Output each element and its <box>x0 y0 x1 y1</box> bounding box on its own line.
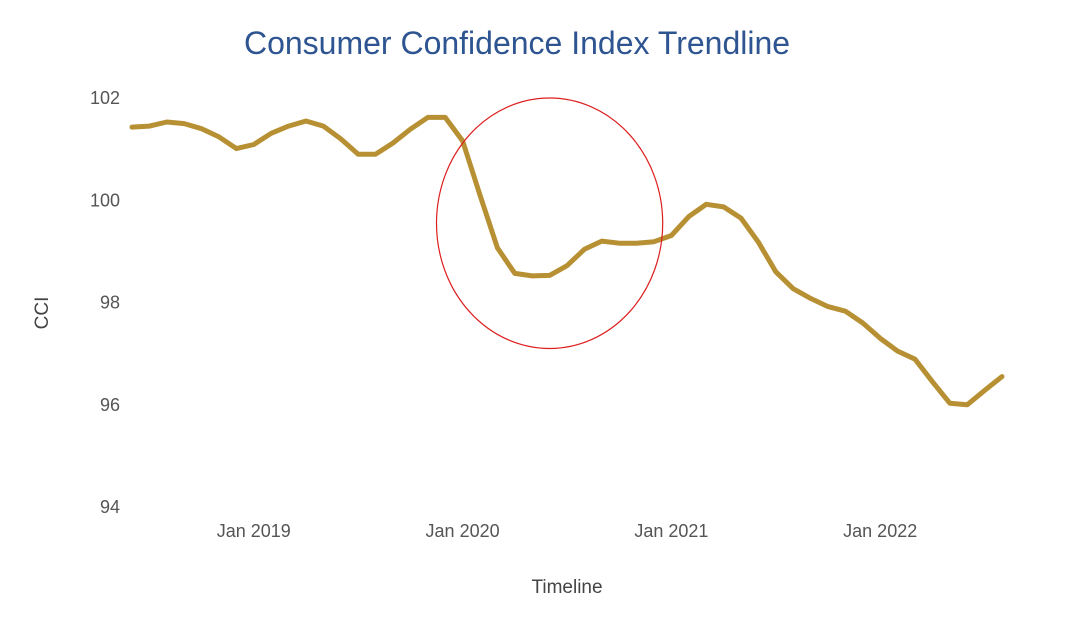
x-axis-title: Timeline <box>531 577 602 598</box>
chart-title: Consumer Confidence Index Trendline <box>244 25 790 61</box>
y-tick-label: 96 <box>100 395 120 415</box>
series-line <box>129 114 1005 408</box>
y-axis-ticks: 94 96 98 100 102 <box>90 88 120 517</box>
x-tick-label: Jan 2021 <box>634 521 708 541</box>
y-tick-label: 100 <box>90 190 120 210</box>
y-tick-label: 94 <box>100 497 120 517</box>
x-axis-ticks: Jan 2019 Jan 2020 Jan 2021 Jan 2022 <box>217 521 917 541</box>
y-tick-label: 102 <box>90 88 120 108</box>
y-axis-title: CCI <box>32 297 53 330</box>
y-tick-label: 98 <box>100 293 120 313</box>
highlight-ellipse <box>435 97 664 350</box>
x-tick-label: Jan 2019 <box>217 521 291 541</box>
x-tick-label: Jan 2020 <box>426 521 500 541</box>
x-tick-label: Jan 2022 <box>843 521 917 541</box>
